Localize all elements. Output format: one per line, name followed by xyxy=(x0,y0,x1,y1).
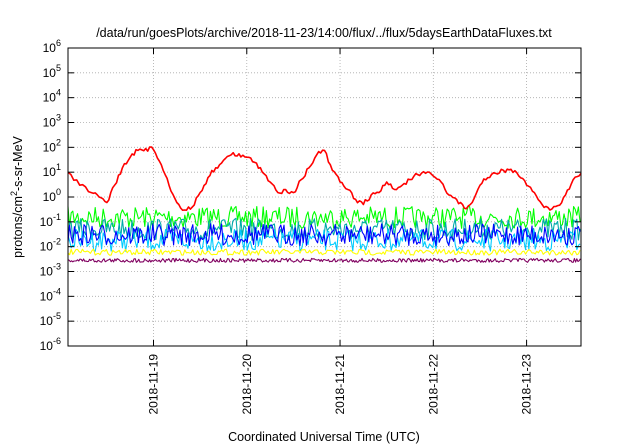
y-tick-label: 104 xyxy=(43,88,61,105)
y-tick-label: 10-4 xyxy=(40,286,61,303)
y-tick-label: 100 xyxy=(43,187,61,204)
y-tick-label: 103 xyxy=(43,113,61,130)
grid xyxy=(68,48,581,346)
x-axis-label: Coordinated Universal Time (UTC) xyxy=(228,430,420,444)
x-tick-label: 2018-11-19 xyxy=(147,354,161,415)
series-line-6 xyxy=(67,257,581,263)
y-tick-label: 10-3 xyxy=(40,262,61,279)
y-tick-label: 10-2 xyxy=(40,237,61,254)
x-tick-label: 2018-11-23 xyxy=(520,354,534,415)
series-line-1 xyxy=(67,205,581,229)
y-tick-label: 102 xyxy=(43,137,61,154)
x-tick-label: 2018-11-20 xyxy=(240,354,254,415)
y-axis-label: protons/cm2-s-sr-MeV xyxy=(9,135,25,257)
chart-title: /data/run/goesPlots/archive/2018-11-23/1… xyxy=(96,26,552,40)
series-line-3 xyxy=(67,223,581,247)
x-tick-label: 2018-11-21 xyxy=(333,354,347,415)
series-line-5 xyxy=(67,248,581,256)
y-tick-label: 10-1 xyxy=(40,212,61,229)
y-tick-label: 106 xyxy=(43,38,61,55)
x-axis: 2018-11-19 2018-11-20 2018-11-21 2018-11-22… xyxy=(147,48,534,415)
x-tick-label: 2018-11-22 xyxy=(426,354,440,415)
series-line-0 xyxy=(67,146,582,211)
plot-frame xyxy=(67,47,582,347)
y-tick-label: 101 xyxy=(43,162,61,179)
y-axis: 10-6 10-5 10-4 10-3 10-2 10-1 100 101 102 103 104 1… xyxy=(40,38,581,353)
y-tick-label: 105 xyxy=(43,63,61,80)
y-tick-label: 10-6 xyxy=(40,336,61,353)
y-tick-label: 10-5 xyxy=(40,311,61,328)
series-layer xyxy=(67,146,582,263)
